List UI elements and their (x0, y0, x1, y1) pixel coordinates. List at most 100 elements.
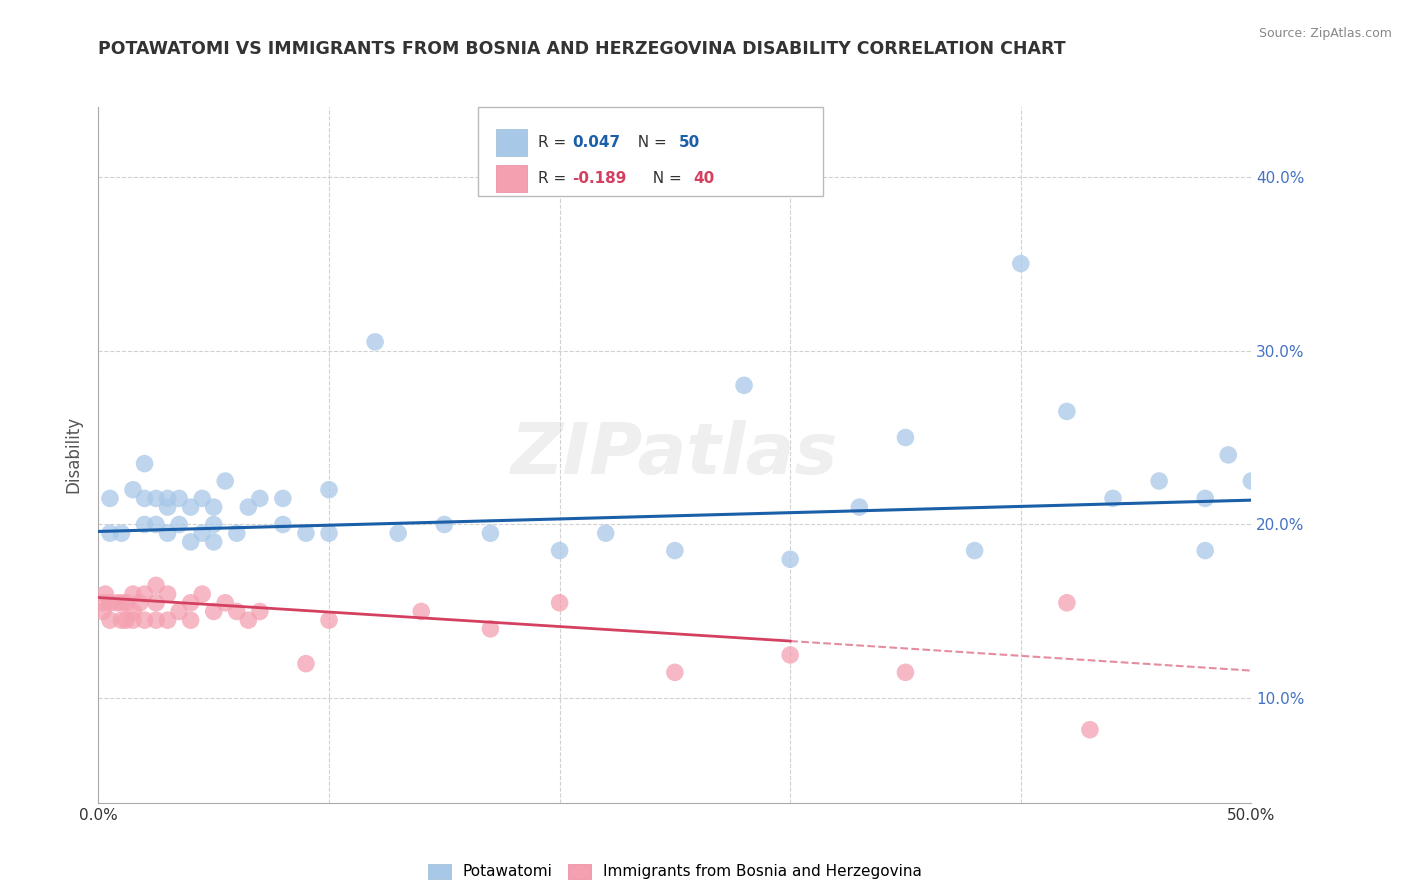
Point (91, 605, 114, 619)
Point (249, 491, 271, 506)
Text: -0.189: -0.189 (572, 171, 627, 186)
Point (156, 587, 179, 601)
Point (167, 605, 190, 619)
Point (134, 457, 156, 471)
Point (318, 613, 340, 627)
Text: N =: N = (628, 136, 672, 150)
Point (733, 378, 755, 392)
Point (433, 517, 456, 532)
Point (98, 491, 121, 506)
Point (180, 596, 202, 610)
Point (271, 517, 294, 532)
Point (479, 622, 502, 636)
Point (963, 543, 986, 558)
Point (145, 491, 167, 506)
Point (110, 613, 132, 627)
Point (94, 587, 117, 601)
Point (779, 552, 801, 566)
Point (548, 596, 571, 610)
Point (214, 474, 236, 488)
Point (98, 613, 121, 627)
Point (156, 613, 179, 627)
Point (191, 587, 214, 601)
Text: 0.047: 0.047 (572, 136, 620, 150)
Point (91, 596, 114, 610)
Point (1102, 491, 1125, 506)
Point (115, 613, 138, 627)
Point (156, 491, 179, 506)
Point (156, 500, 179, 514)
Point (271, 491, 294, 506)
Point (98, 596, 121, 610)
Point (134, 613, 156, 627)
Point (180, 613, 202, 627)
Point (145, 613, 167, 627)
Point (122, 587, 145, 601)
Point (110, 596, 132, 610)
Point (848, 500, 870, 514)
Point (122, 483, 145, 497)
Text: 40: 40 (693, 171, 714, 186)
Point (387, 526, 409, 541)
Point (318, 483, 340, 497)
Point (134, 587, 156, 601)
Point (214, 596, 236, 610)
Point (1056, 404, 1078, 418)
Legend: Potawatomi, Immigrants from Bosnia and Herzegovina: Potawatomi, Immigrants from Bosnia and H… (422, 857, 928, 886)
Y-axis label: Disability: Disability (65, 417, 83, 493)
Text: R =: R = (538, 171, 572, 186)
Point (145, 578, 167, 592)
Point (664, 543, 686, 558)
Point (167, 491, 190, 506)
Point (167, 517, 190, 532)
Point (115, 596, 138, 610)
Point (110, 526, 132, 541)
Point (479, 526, 502, 541)
Point (98, 526, 121, 541)
Point (225, 526, 247, 541)
Point (134, 517, 156, 532)
Point (664, 665, 686, 680)
Point (1010, 257, 1032, 271)
Point (202, 534, 225, 549)
Point (202, 500, 225, 514)
Text: ZIPatlas: ZIPatlas (512, 420, 838, 490)
Point (191, 491, 214, 506)
Point (1194, 543, 1216, 558)
Point (411, 605, 433, 619)
Point (894, 665, 917, 680)
Point (1147, 474, 1170, 488)
Point (129, 596, 152, 610)
Point (364, 334, 387, 349)
Point (249, 605, 271, 619)
Point (145, 517, 167, 532)
Point (202, 605, 225, 619)
Text: POTAWATOMI VS IMMIGRANTS FROM BOSNIA AND HERZEGOVINA DISABILITY CORRELATION CHAR: POTAWATOMI VS IMMIGRANTS FROM BOSNIA AND… (98, 40, 1066, 58)
Point (295, 526, 318, 541)
Point (180, 500, 202, 514)
Point (180, 534, 202, 549)
Point (238, 500, 260, 514)
Point (122, 605, 145, 619)
Point (105, 596, 128, 610)
Text: R =: R = (538, 136, 572, 150)
Point (156, 526, 179, 541)
Point (202, 517, 225, 532)
Point (145, 596, 167, 610)
Point (1218, 448, 1240, 462)
Point (1194, 491, 1216, 506)
Point (225, 605, 247, 619)
Point (1240, 474, 1263, 488)
Point (548, 543, 571, 558)
Point (1056, 596, 1078, 610)
Point (134, 491, 156, 506)
Point (318, 526, 340, 541)
Text: Source: ZipAtlas.com: Source: ZipAtlas.com (1258, 27, 1392, 40)
Point (1078, 723, 1101, 737)
Text: N =: N = (643, 171, 686, 186)
Text: 50: 50 (679, 136, 700, 150)
Point (191, 526, 214, 541)
Point (595, 526, 617, 541)
Point (894, 430, 917, 444)
Point (122, 613, 145, 627)
